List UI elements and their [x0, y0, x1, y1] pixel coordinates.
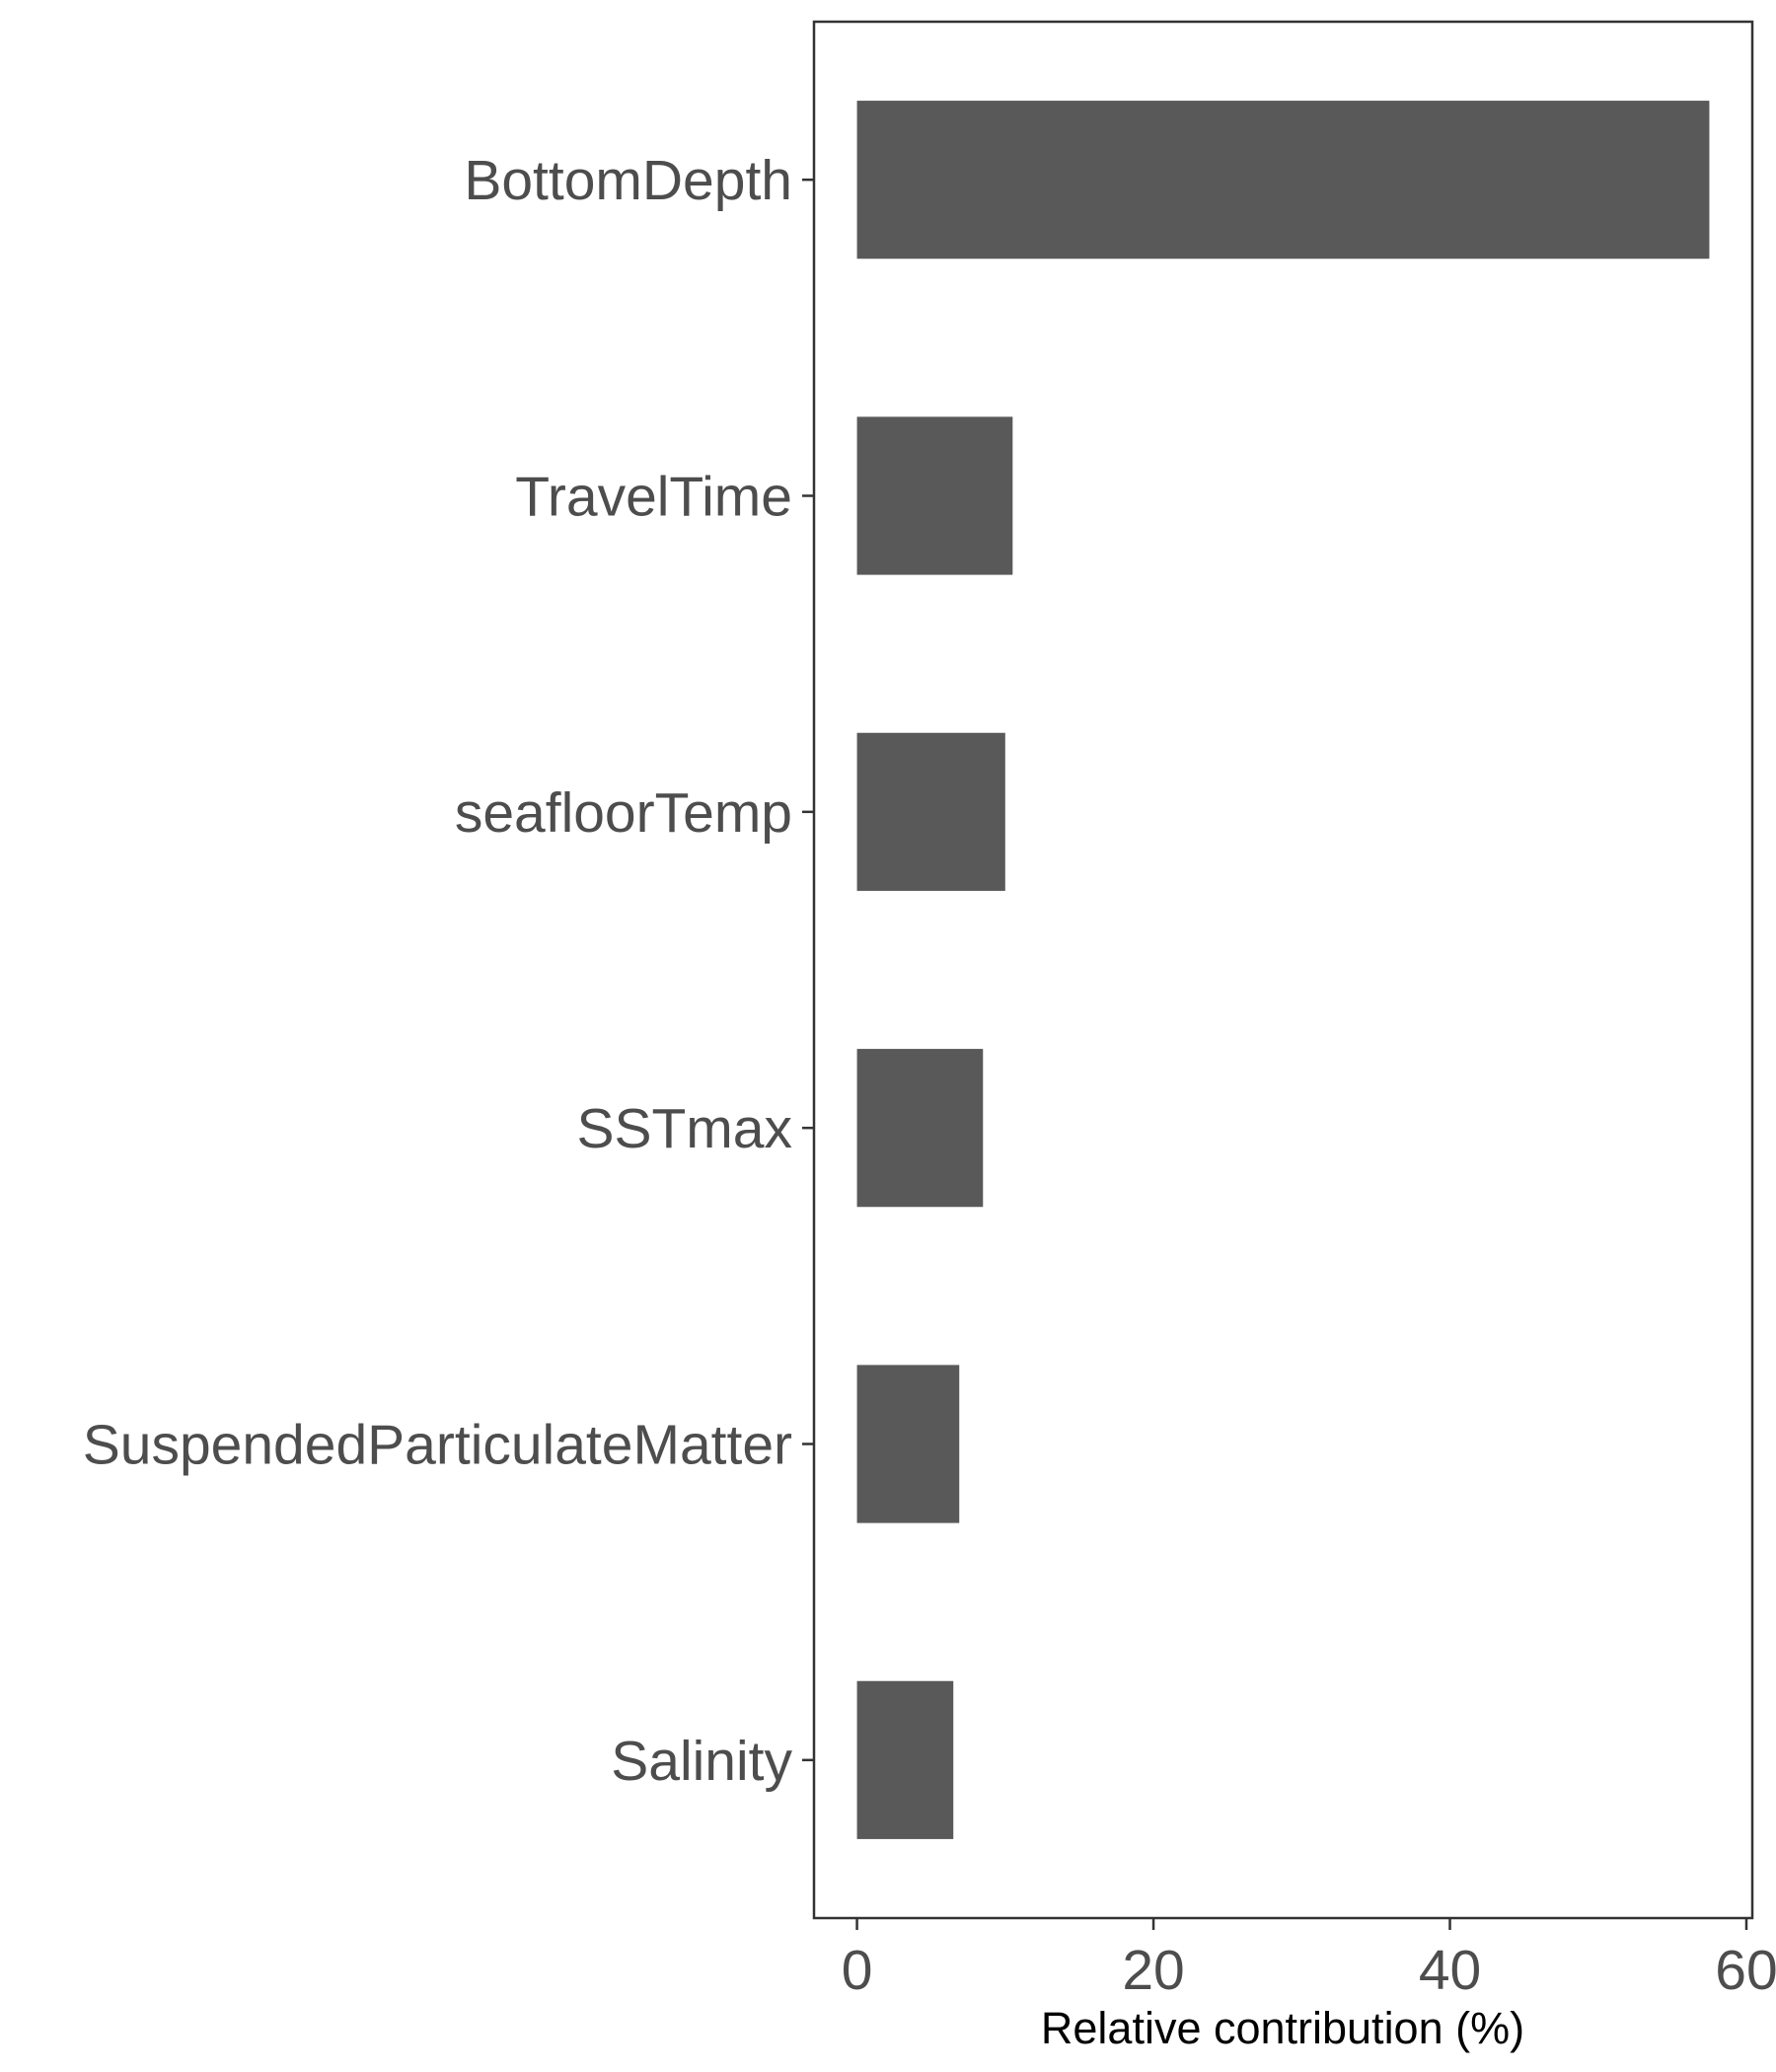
- y-tick-label-Salinity: Salinity: [611, 1730, 792, 1793]
- bar-TravelTime: [856, 416, 1013, 575]
- x-tick-label-20: 20: [1122, 1939, 1184, 2002]
- bar-SuspendedParticulateMatter: [856, 1365, 960, 1523]
- y-tick-label-BottomDepth: BottomDepth: [464, 149, 792, 212]
- plot-panel-border: [812, 20, 1754, 1920]
- y-axis: BottomDepth TravelTime seafloorTemp SSTmax S…: [83, 149, 814, 1793]
- bar-SSTmax: [856, 1049, 984, 1208]
- x-axis-title: Relative contribution (%): [1041, 2003, 1524, 2053]
- bar-seafloorTemp: [856, 732, 1005, 891]
- y-tick-label-seafloorTemp: seafloorTemp: [455, 781, 792, 845]
- x-tick-label-40: 40: [1419, 1939, 1481, 2002]
- bars-layer: [856, 101, 1710, 1839]
- bar-Salinity: [856, 1680, 954, 1839]
- bar-BottomDepth: [856, 101, 1710, 259]
- y-tick-label-SuspendedParticulateMatter: SuspendedParticulateMatter: [83, 1414, 792, 1477]
- x-tick-label-0: 0: [842, 1939, 873, 2002]
- y-tick-label-SSTmax: SSTmax: [576, 1097, 792, 1160]
- x-tick-label-60: 60: [1715, 1939, 1776, 2002]
- y-tick-label-TravelTime: TravelTime: [515, 466, 792, 529]
- x-axis: 0 20 40 60: [842, 1918, 1776, 2002]
